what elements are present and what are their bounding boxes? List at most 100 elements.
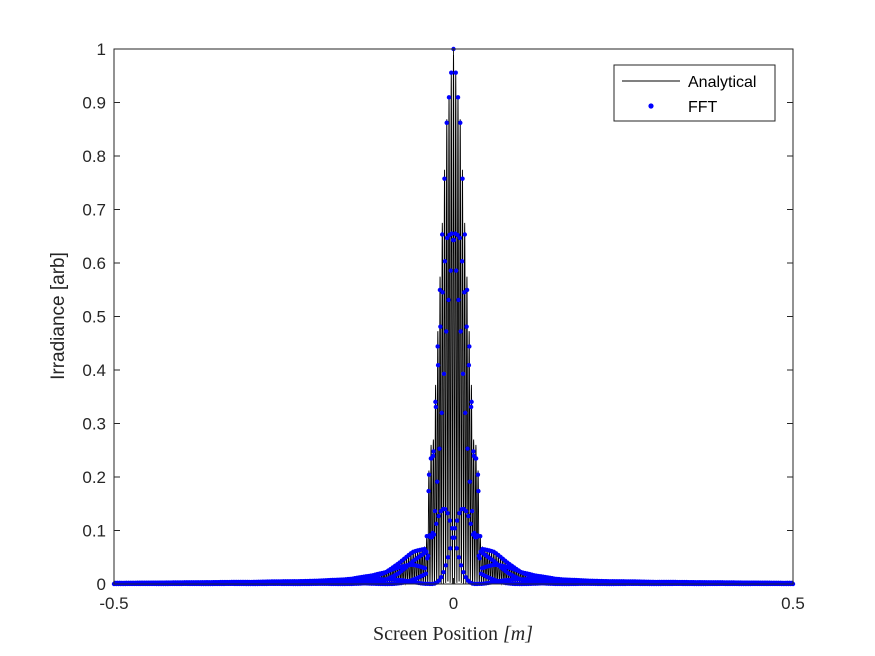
fft-point [465, 446, 470, 451]
x-tick-label: -0.5 [99, 594, 128, 613]
x-axis-label-text: Screen Position [373, 623, 503, 645]
y-tick-label: 0.6 [82, 254, 106, 273]
fft-point [446, 95, 452, 100]
fft-point [454, 546, 459, 551]
fft-point [451, 237, 457, 243]
fft-point [453, 70, 458, 75]
y-tick-label: 0.1 [82, 522, 106, 541]
fft-point [440, 290, 445, 295]
fft-point [452, 535, 457, 540]
fft-point [431, 449, 436, 454]
fft-point [444, 120, 449, 125]
fft-point [452, 526, 458, 531]
fft-point [468, 404, 474, 410]
fft-point [442, 259, 448, 264]
fft-point [432, 508, 438, 514]
fft-point [464, 324, 469, 329]
legend-fft-label: FFT [688, 99, 718, 116]
fft-point [441, 371, 447, 377]
y-tick-label: 0.4 [82, 361, 106, 380]
x-axis-label: Screen Position [m] [373, 623, 533, 645]
series-fft-points [111, 46, 796, 587]
fft-point [439, 410, 444, 416]
fft-point [454, 518, 460, 523]
fft-point [433, 399, 438, 405]
y-axis-label: Irradiance [arb] [48, 252, 69, 380]
fft-point [447, 518, 453, 523]
fft-point [444, 235, 450, 241]
legend: Analytical FFT [613, 64, 776, 122]
fft-point [463, 574, 468, 580]
fft-point [448, 268, 453, 273]
fft-point [435, 344, 440, 349]
y-tick-label: 0.3 [82, 415, 106, 434]
y-tick-label: 0.5 [82, 308, 106, 327]
fft-point [469, 508, 475, 514]
fft-point [463, 509, 469, 514]
fft-point [436, 513, 441, 519]
fft-point [466, 513, 471, 519]
fft-point [457, 235, 463, 241]
fft-point [426, 472, 432, 477]
fft-point [458, 120, 463, 125]
x-axis-label-unit: [m] [503, 623, 533, 645]
fft-point [464, 287, 470, 293]
y-tick-label: 1 [97, 40, 106, 59]
fft-point [439, 574, 444, 580]
y-tick-label: 0.2 [82, 468, 106, 487]
fft-point [449, 231, 454, 236]
fft-point [430, 453, 436, 459]
fft-point [473, 456, 479, 461]
fft-point [433, 404, 439, 410]
x-tick-label: 0 [449, 594, 458, 613]
fft-point [461, 570, 466, 575]
fft-point [449, 70, 454, 75]
ticks-layer: 00.10.20.30.40.50.60.70.80.91-0.5 0 0.5 [82, 40, 804, 613]
fft-point [446, 297, 451, 303]
x-tick-label: 0.5 [781, 594, 805, 613]
fft-point [467, 479, 472, 484]
fft-point [436, 578, 442, 583]
fft-point [434, 521, 439, 527]
fft-point [459, 259, 465, 264]
fft-point [472, 530, 477, 536]
fft-point [456, 555, 462, 560]
fft-point [445, 510, 450, 516]
fft-point [441, 570, 446, 575]
fft-point [448, 546, 453, 551]
fft-point [431, 532, 437, 537]
y-tick-label: 0.9 [82, 94, 106, 113]
fft-point [456, 297, 461, 303]
fft-point [435, 362, 441, 368]
fft-point [476, 488, 481, 494]
fft-point [467, 344, 472, 349]
fft-point [475, 472, 481, 477]
fft-point [443, 563, 448, 568]
y-tick-label: 0 [97, 575, 106, 594]
fft-point [458, 329, 463, 334]
fft-point [457, 510, 462, 516]
fft-point [437, 446, 442, 451]
fft-point [445, 555, 451, 560]
fft-point [443, 507, 448, 512]
fft-point [466, 362, 472, 368]
legend-analytical-label: Analytical [688, 74, 756, 91]
fft-point [468, 521, 473, 527]
fft-point [442, 176, 447, 181]
legend-box [613, 64, 776, 122]
fft-point [438, 324, 443, 329]
fft-point [422, 565, 428, 571]
fft-point [424, 549, 429, 554]
fft-point [455, 95, 461, 100]
series-layer [111, 46, 796, 587]
fft-point [426, 488, 431, 494]
fft-point [478, 534, 483, 539]
fft-point [444, 329, 449, 334]
fft-point [423, 571, 429, 576]
fft-point [469, 399, 474, 405]
fft-point [477, 556, 482, 561]
fft-point [454, 268, 459, 273]
fft-point [439, 232, 445, 237]
fft-point [460, 371, 466, 377]
